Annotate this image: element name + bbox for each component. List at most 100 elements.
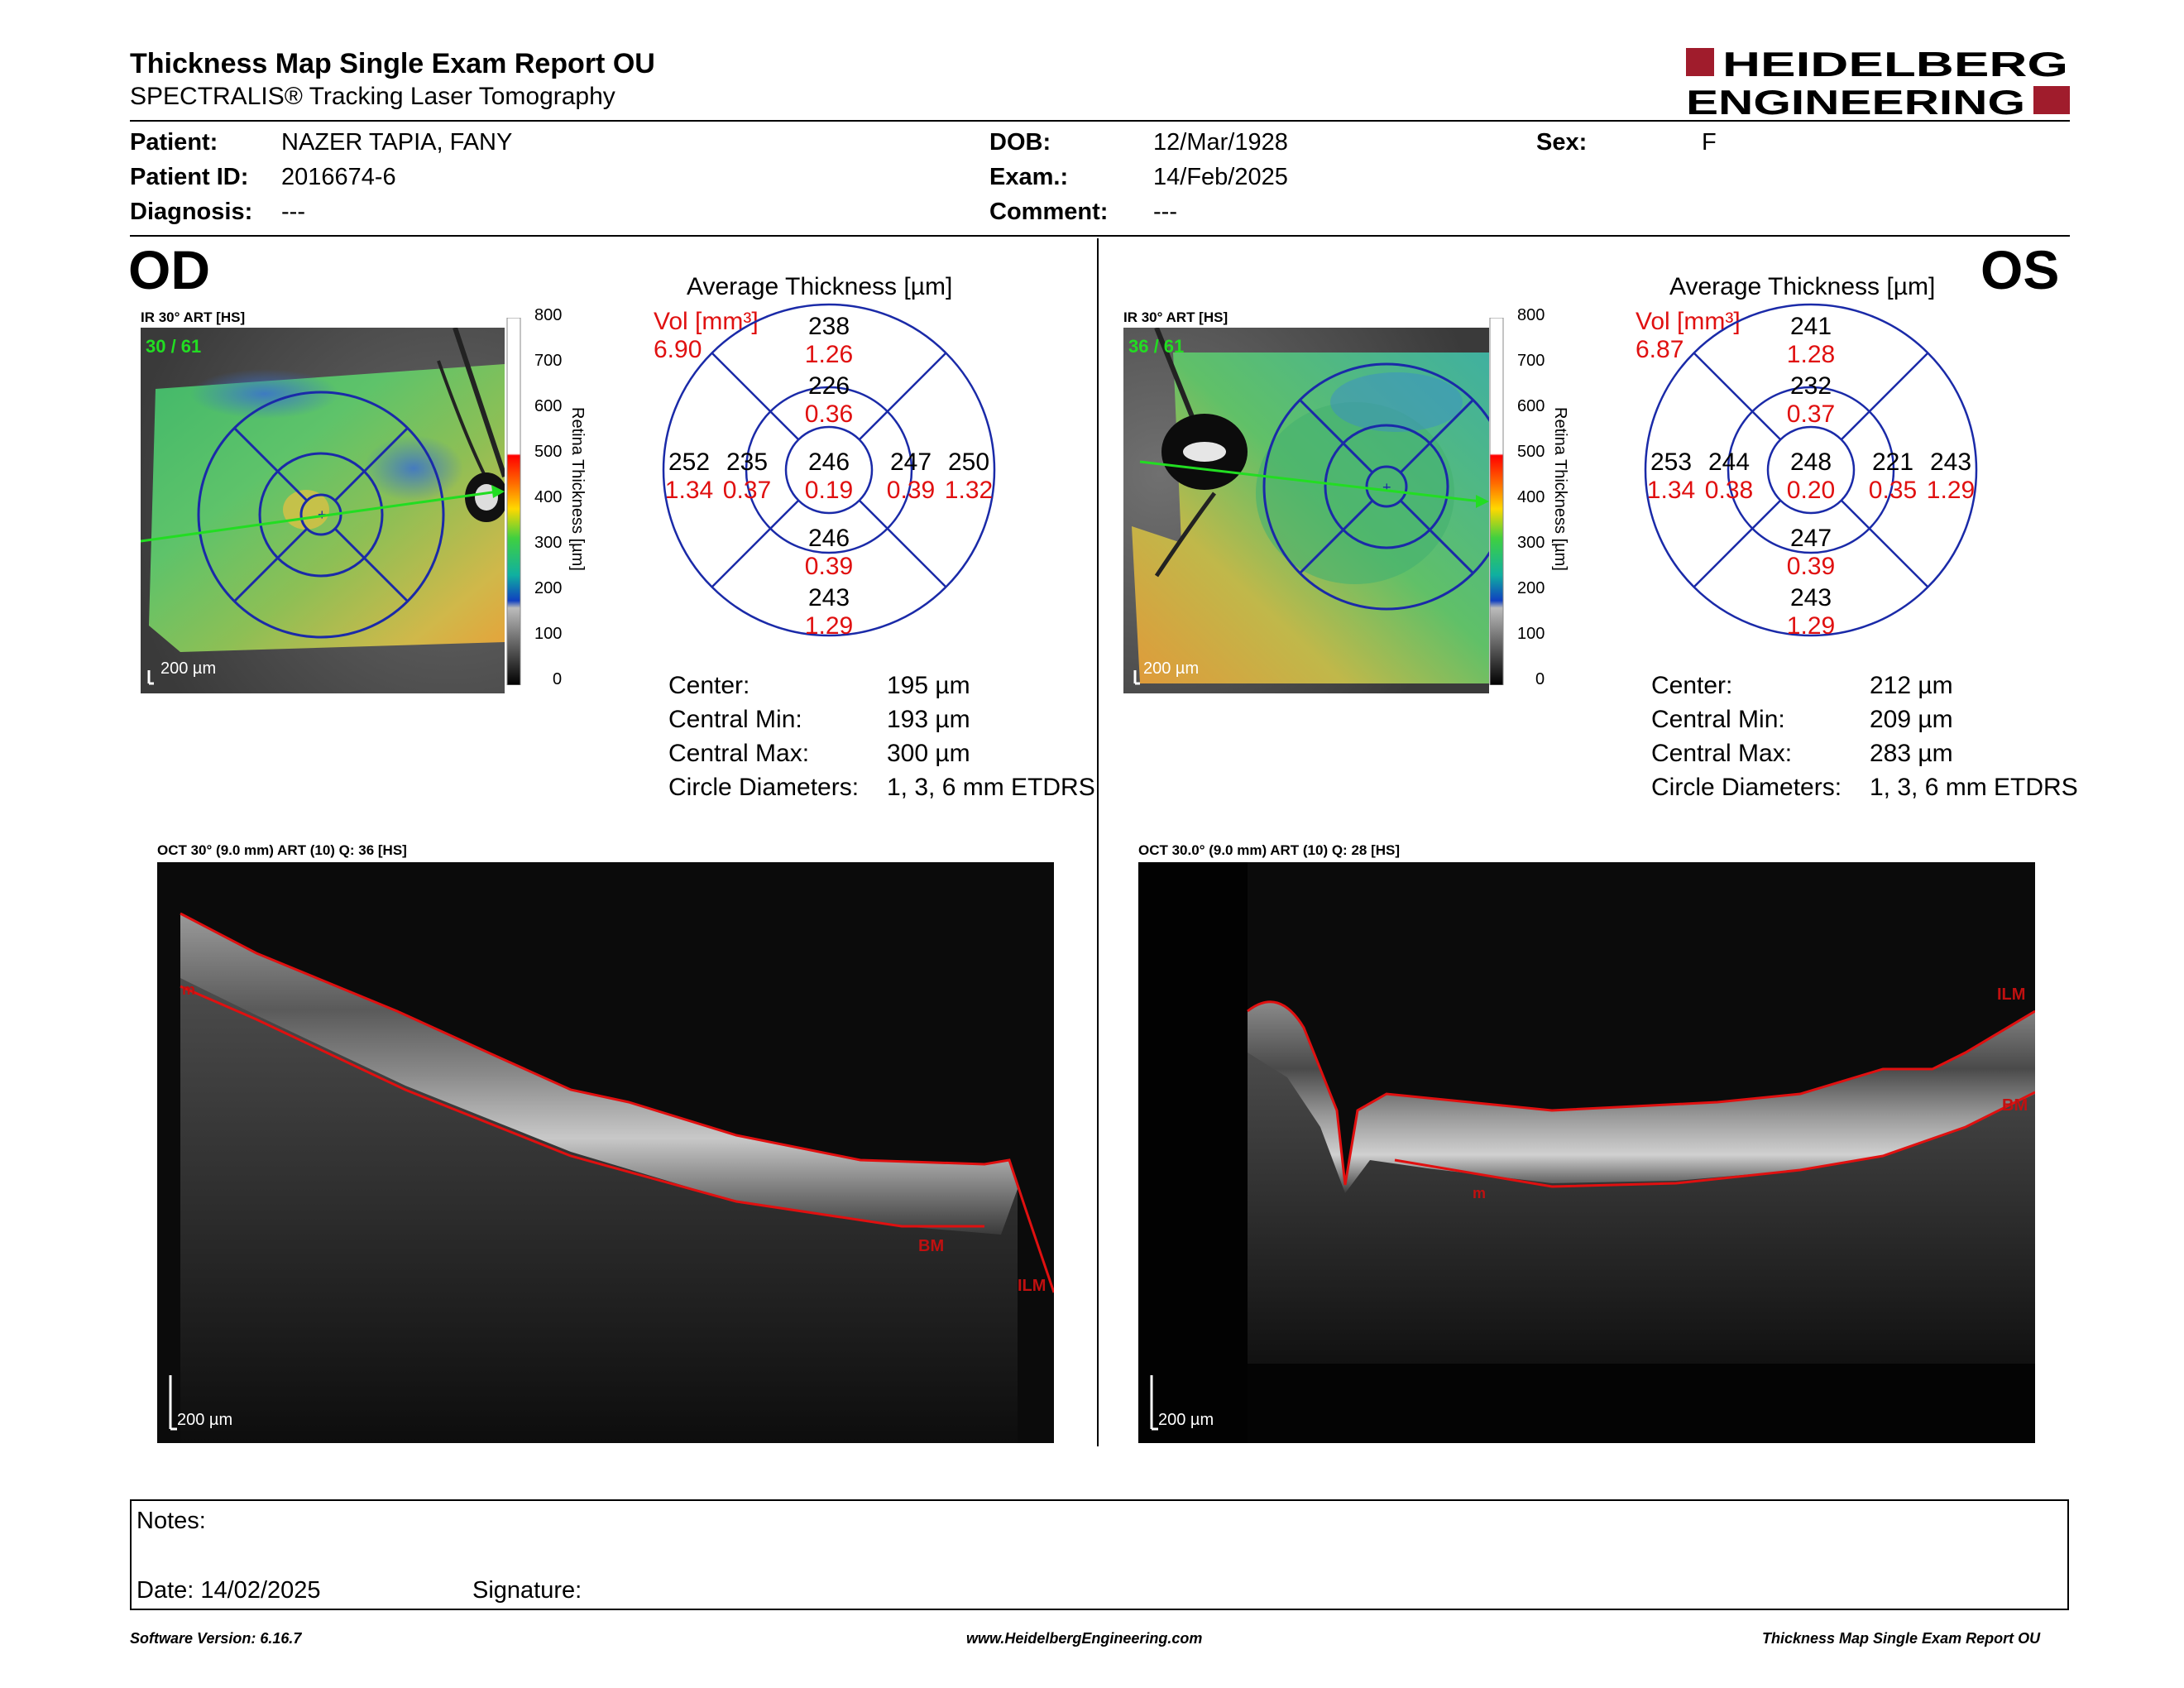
os-stat-value: 1, 3, 6 mm ETDRS (1870, 774, 2078, 801)
od-cb-tick: 800 (534, 306, 563, 324)
od-oct-m-label: m (182, 981, 195, 998)
od-stats-labels: Center: Central Min: Central Max: Circle… (668, 669, 859, 804)
os-oct-scale: 200 µm (1158, 1411, 1214, 1429)
os-outer-bottom-thickness: 243 (1789, 584, 1832, 611)
od-oct-scale: 200 µm (177, 1411, 232, 1429)
od-cb-tick: 300 (534, 534, 563, 552)
od-cb-tick: 600 (534, 397, 563, 415)
od-grid-title: Average Thickness [µm] (687, 273, 953, 300)
os-stat-value: 212 µm (1870, 672, 1953, 699)
os-inner-bottom-volume: 0.39 (1786, 553, 1836, 580)
os-frames-count: 36 / 61 (1128, 336, 1184, 357)
svg-text:+: + (1382, 479, 1391, 496)
os-outer-left-thickness: 253 (1650, 448, 1693, 476)
os-inner-right-volume: 0.35 (1868, 477, 1918, 504)
od-stat-label: Central Min: (668, 706, 802, 733)
od-colorbar-ticks: 800 700 600 500 400 300 200 100 0 (531, 306, 581, 695)
os-stat-label: Circle Diameters: (1651, 774, 1842, 801)
od-outer-right-thickness: 250 (947, 448, 990, 476)
logo-line2: ENGINEERING (1686, 83, 2025, 117)
od-inner-top-thickness: 226 (807, 372, 850, 400)
website-link[interactable]: www.HeidelbergEngineering.com (966, 1630, 1203, 1647)
exam-value: 14/Feb/2025 (1153, 164, 1288, 190)
od-stats-values: 195 µm 193 µm 300 µm 1, 3, 6 mm ETDRS (887, 669, 1095, 804)
od-outer-bottom-thickness: 243 (807, 584, 850, 611)
od-ir-scale: 200 µm (160, 659, 216, 678)
os-cb-tick: 400 (1517, 488, 1545, 506)
os-grid-title: Average Thickness [µm] (1669, 273, 1936, 300)
os-oct-bscan: m BM ILM 200 µm (1138, 862, 2035, 1443)
os-inner-top-volume: 0.37 (1786, 400, 1836, 428)
report-title: Thickness Map Single Exam Report OU (130, 48, 655, 79)
od-stat-value: 195 µm (887, 672, 970, 699)
od-center-thickness: 246 (807, 448, 850, 476)
os-stat-label: Center: (1651, 672, 1733, 699)
os-cb-tick: 200 (1517, 579, 1545, 597)
os-etdrs-grid (1644, 303, 1978, 637)
od-cb-tick: 200 (534, 579, 563, 597)
os-outer-top-volume: 1.28 (1786, 341, 1836, 368)
software-version: Software Version: 6.16.7 (130, 1630, 302, 1647)
od-ir-fundus-image: + 30 / 61 200 µm (141, 328, 505, 693)
os-outer-top-thickness: 241 (1789, 313, 1832, 340)
notes-label: Notes: (136, 1508, 206, 1534)
os-outer-left-volume: 1.34 (1646, 477, 1696, 504)
os-cb-tick: 0 (1535, 670, 1545, 688)
od-outer-top-thickness: 238 (807, 313, 850, 340)
os-colorbar-ticks: 800 700 600 500 400 300 200 100 0 (1514, 306, 1564, 695)
logo-line1: HEIDELBERG (1722, 46, 2068, 84)
od-stat-value: 300 µm (887, 740, 970, 767)
comment-label: Comment: (989, 199, 1109, 225)
od-cb-tick: 500 (534, 443, 563, 461)
os-oct-bm-label: BM (2002, 1096, 2028, 1115)
os-stat-value: 283 µm (1870, 740, 1953, 767)
sex-value: F (1702, 129, 1717, 156)
od-inner-left-thickness: 235 (726, 448, 769, 476)
os-cb-tick: 100 (1517, 625, 1545, 643)
center-divider (1097, 238, 1099, 1446)
od-inner-bottom-volume: 0.39 (804, 553, 854, 580)
heidelberg-logo: HEIDELBERG ENGINEERING (1686, 46, 2070, 117)
os-stat-label: Central Min: (1651, 706, 1785, 733)
footer-report-name: Thickness Map Single Exam Report OU (1762, 1630, 2041, 1647)
patient-id: 2016674-6 (281, 164, 396, 190)
os-cb-tick: 600 (1517, 397, 1545, 415)
patient-name: NAZER TAPIA, FANY (281, 129, 513, 156)
signature-label: Signature: (472, 1577, 582, 1604)
notes-box[interactable]: Notes: Date: 14/02/2025 Signature: (130, 1499, 2069, 1610)
od-oct-ilm-label: ILM (1018, 1277, 1046, 1295)
od-oct-bm-label: BM (918, 1237, 944, 1255)
os-inner-left-thickness: 244 (1707, 448, 1751, 476)
od-outer-left-thickness: 252 (668, 448, 711, 476)
date-label: Date: 14/02/2025 (136, 1577, 321, 1604)
os-ir-scale: 200 µm (1143, 659, 1199, 678)
od-inner-left-volume: 0.37 (722, 477, 772, 504)
od-stat-label: Central Max: (668, 740, 810, 767)
od-oct-bscan: m BM ILM 200 µm (157, 862, 1054, 1443)
od-outer-left-volume: 1.34 (664, 477, 714, 504)
os-stat-label: Central Max: (1651, 740, 1793, 767)
dob-value: 12/Mar/1928 (1153, 129, 1288, 156)
os-cb-tick: 800 (1517, 306, 1545, 324)
od-inner-right-volume: 0.39 (886, 477, 936, 504)
report-subtitle: SPECTRALIS® Tracking Laser Tomography (130, 83, 615, 110)
od-stat-value: 1, 3, 6 mm ETDRS (887, 774, 1095, 801)
od-stat-label: Circle Diameters: (668, 774, 860, 801)
os-ir-title: IR 30° ART [HS] (1123, 309, 1228, 325)
os-oct-title: OCT 30.0° (9.0 mm) ART (10) Q: 28 [HS] (1138, 842, 1401, 858)
od-frames-count: 30 / 61 (146, 336, 201, 357)
od-colorbar (506, 317, 521, 686)
os-center-thickness: 248 (1789, 448, 1832, 476)
diagnosis-value: --- (281, 199, 305, 225)
os-cb-tick: 300 (1517, 534, 1545, 552)
os-outer-right-thickness: 243 (1929, 448, 1972, 476)
od-cb-tick: 400 (534, 488, 563, 506)
od-center-volume: 0.19 (804, 477, 854, 504)
os-inner-top-thickness: 232 (1789, 372, 1832, 400)
os-inner-right-thickness: 221 (1871, 448, 1914, 476)
patient-label: Patient: (130, 129, 218, 156)
os-volume-block: Vol [mm³] 6.87 (1636, 308, 1741, 364)
dob-label: DOB: (989, 129, 1051, 156)
os-stats-values: 212 µm 209 µm 283 µm 1, 3, 6 mm ETDRS (1870, 669, 2078, 804)
od-eye-label: OD (128, 239, 210, 300)
